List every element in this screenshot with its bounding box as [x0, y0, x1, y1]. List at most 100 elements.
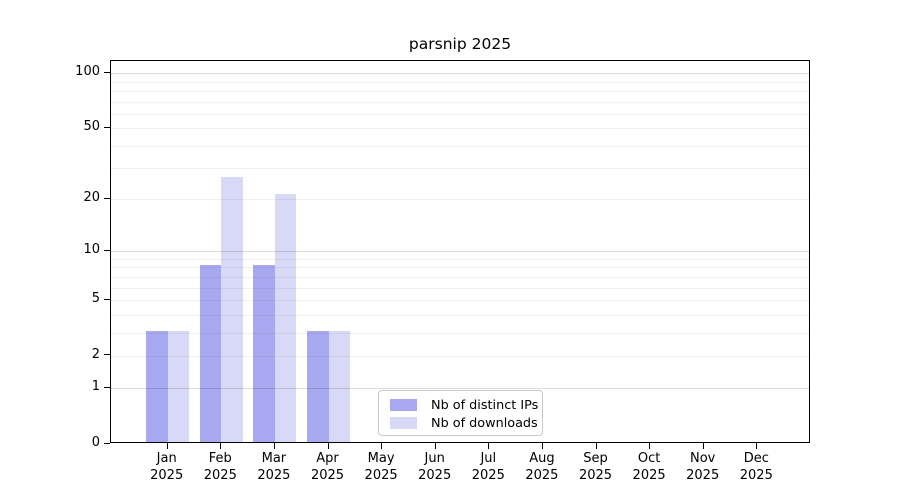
y-tick-label: 0 — [91, 435, 100, 450]
x-tick-year: 2025 — [471, 468, 505, 483]
x-tick-label: Sep 2025 — [564, 450, 628, 484]
x-tick-mark — [381, 443, 383, 449]
bar-distinct-ips — [307, 330, 329, 442]
y-gridline-minor — [111, 81, 809, 83]
y-tick-mark — [104, 298, 110, 300]
x-tick-mark — [327, 443, 329, 449]
bar-distinct-ips — [253, 265, 275, 442]
x-tick-mark — [756, 443, 758, 449]
chart-title: parsnip 2025 — [408, 35, 512, 53]
x-tick-label: Nov 2025 — [671, 450, 735, 484]
legend-label-downloads: Nb of downloads — [431, 415, 538, 431]
x-tick-month: May — [367, 451, 395, 466]
y-tick-label: 2 — [91, 346, 100, 362]
y-gridline-minor — [111, 199, 809, 201]
x-tick-year: 2025 — [739, 468, 773, 483]
x-tick-month: Jan — [156, 451, 177, 466]
bar-downloads — [328, 330, 350, 442]
x-tick-year: 2025 — [632, 468, 666, 483]
y-tick-mark — [104, 71, 110, 73]
y-gridline-minor — [111, 90, 809, 92]
x-tick-label: May 2025 — [349, 450, 413, 484]
legend: Nb of distinct IPs Nb of downloads — [378, 390, 543, 436]
y-gridline-minor — [111, 113, 809, 115]
x-tick-month: Sep — [583, 451, 608, 466]
x-tick-label: Feb 2025 — [188, 450, 252, 484]
x-tick-label: Jun 2025 — [403, 450, 467, 484]
x-tick-year: 2025 — [418, 468, 452, 483]
y-gridline-minor — [111, 355, 809, 357]
y-gridline-major — [111, 251, 809, 253]
x-tick-mark — [488, 443, 490, 449]
y-tick-label: 50 — [83, 119, 100, 135]
y-gridline-major — [111, 388, 809, 390]
x-tick-mark — [220, 443, 222, 449]
y-gridline-major — [111, 73, 809, 75]
x-tick-month: Mar — [261, 451, 287, 466]
x-tick-mark — [649, 443, 651, 449]
x-tick-label: Aug 2025 — [510, 450, 574, 484]
x-tick-month: Feb — [208, 451, 232, 466]
x-tick-month: Oct — [637, 451, 661, 466]
x-tick-month: Dec — [743, 451, 769, 466]
x-tick-year: 2025 — [686, 468, 720, 483]
y-tick-mark — [104, 442, 110, 444]
x-tick-month: Apr — [316, 451, 339, 466]
y-tick-mark — [104, 354, 110, 356]
y-tick-label: 5 — [91, 291, 100, 307]
bar-distinct-ips — [146, 330, 168, 442]
legend-label-distinct-ips: Nb of distinct IPs — [431, 397, 539, 413]
y-gridline-minor — [111, 287, 809, 289]
x-tick-mark — [434, 443, 436, 449]
y-gridline-minor — [111, 332, 809, 334]
x-tick-year: 2025 — [525, 468, 559, 483]
x-tick-year: 2025 — [150, 468, 184, 483]
x-tick-month: Aug — [529, 451, 555, 466]
y-tick-mark — [104, 386, 110, 388]
x-tick-month: Jun — [424, 451, 445, 466]
y-gridline-minor — [111, 276, 809, 278]
legend-item-downloads: Nb of downloads — [390, 414, 538, 432]
x-tick-label: Apr 2025 — [296, 450, 360, 484]
x-tick-label: Jan 2025 — [135, 450, 199, 484]
y-gridline-minor — [111, 128, 809, 130]
x-tick-label: Jul 2025 — [456, 450, 520, 484]
x-tick-mark — [166, 443, 168, 449]
x-tick-year: 2025 — [364, 468, 398, 483]
x-tick-month: Jul — [480, 451, 497, 466]
bar-downloads — [221, 177, 243, 442]
x-tick-label: Dec 2025 — [724, 450, 788, 484]
x-tick-mark — [702, 443, 704, 449]
x-tick-year: 2025 — [203, 468, 237, 483]
x-tick-mark — [541, 443, 543, 449]
y-gridline-minor — [111, 267, 809, 269]
y-tick-mark — [104, 249, 110, 251]
y-tick-label: 1 — [91, 379, 100, 395]
bar-downloads — [167, 330, 190, 442]
y-tick-mark — [104, 126, 110, 128]
y-gridline-minor — [111, 101, 809, 103]
bar-downloads — [274, 193, 297, 442]
y-tick-label: 10 — [83, 242, 100, 258]
y-gridline-minor — [111, 168, 809, 170]
y-gridline-minor — [111, 259, 809, 260]
legend-swatch-downloads — [390, 417, 417, 429]
y-gridline-minor — [111, 314, 809, 316]
y-tick-label: 20 — [83, 190, 100, 206]
x-tick-mark — [273, 443, 275, 449]
plot-area — [110, 60, 810, 443]
x-tick-month: Nov — [690, 451, 716, 466]
x-tick-year: 2025 — [310, 468, 345, 483]
y-gridline-minor — [111, 145, 809, 147]
x-tick-year: 2025 — [257, 468, 291, 483]
y-tick-label: 100 — [75, 64, 100, 80]
x-tick-mark — [595, 443, 597, 449]
y-gridline-minor — [111, 300, 809, 302]
bar-distinct-ips — [199, 265, 222, 442]
legend-item-distinct-ips: Nb of distinct IPs — [390, 396, 538, 414]
x-tick-label: Oct 2025 — [617, 450, 681, 484]
x-tick-label: Mar 2025 — [242, 450, 306, 484]
x-tick-year: 2025 — [578, 468, 613, 483]
y-tick-mark — [104, 197, 110, 199]
